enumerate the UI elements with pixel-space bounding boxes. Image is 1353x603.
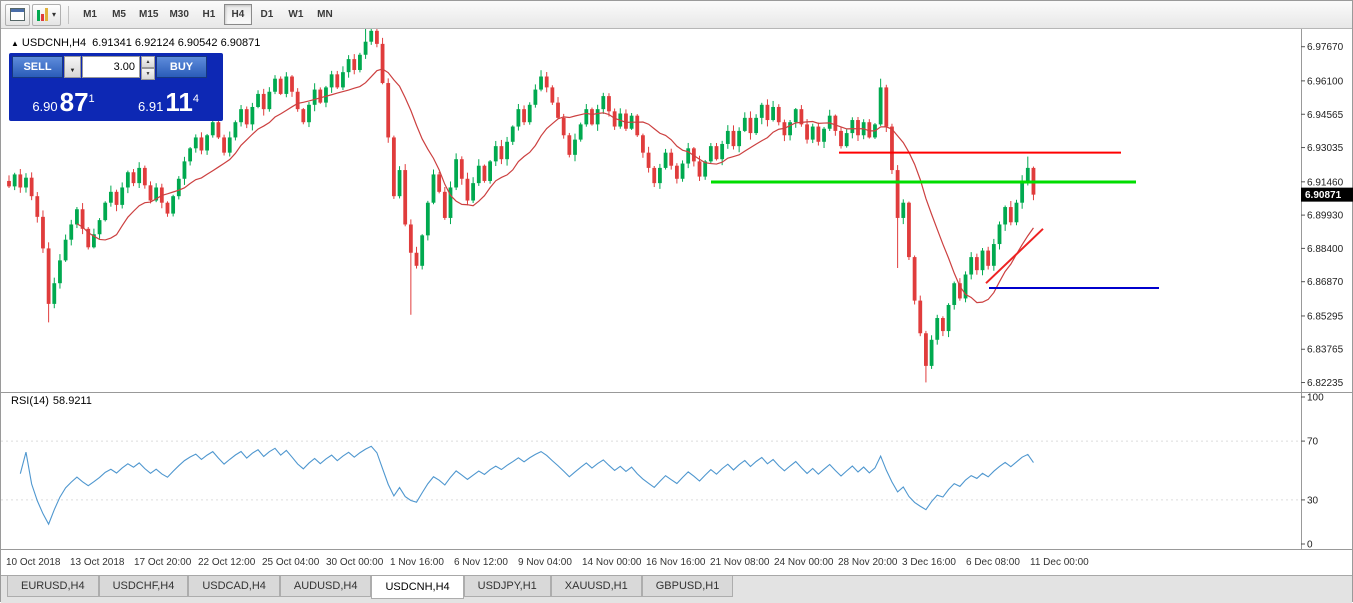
price-axis-label: 6.91460 [1307, 177, 1344, 188]
sell-price[interactable]: 6.90871 [12, 81, 115, 118]
buy-price-sup: 4 [192, 93, 199, 105]
tab-usdcad[interactable]: USDCAD,H4 [188, 576, 280, 597]
current-price-badge [1301, 187, 1353, 202]
current-price-text: 6.90871 [1305, 190, 1342, 201]
time-axis-label: 6 Nov 12:00 [454, 557, 508, 568]
chevron-down-icon: ▾ [52, 9, 57, 19]
time-axis-label: 24 Nov 00:00 [774, 557, 834, 568]
buy-price-big: 11 [165, 87, 193, 117]
price-axis-label: 6.89930 [1307, 211, 1344, 222]
time-axis-label: 1 Nov 16:00 [390, 557, 444, 568]
candles-layer [7, 29, 1036, 383]
volume-input[interactable] [82, 56, 140, 78]
trendline[interactable] [985, 228, 1044, 284]
chart-style-icon[interactable]: ▾ [32, 3, 62, 26]
stepper-down-icon[interactable]: ▼ [141, 68, 155, 80]
price-axis-label: 6.96100 [1307, 76, 1344, 87]
price-axis-label: 6.85295 [1307, 311, 1344, 322]
timeframe-d1[interactable]: D1 [253, 4, 281, 25]
chart-symbol: USDCNH,H4 [21, 37, 87, 49]
price-axis-label: 6.82235 [1307, 378, 1344, 389]
time-axis-label: 13 Oct 2018 [70, 557, 125, 568]
tab-audusd[interactable]: AUDUSD,H4 [279, 576, 372, 597]
time-axis-label: 30 Oct 00:00 [326, 557, 384, 568]
tab-usdchf[interactable]: USDCHF,H4 [98, 576, 189, 597]
time-axis-label: 21 Nov 08:00 [710, 557, 770, 568]
timeframe-m15[interactable]: M15 [134, 4, 163, 25]
tab-gbpusd[interactable]: GBPUSD,H1 [641, 576, 734, 597]
sell-price-sup: 1 [88, 93, 95, 105]
price-axis-label: 6.83765 [1307, 345, 1344, 356]
stepper-up-icon[interactable]: ▲ [141, 56, 155, 68]
rsi-line [19, 445, 1034, 526]
timeframe-h1[interactable]: H1 [195, 4, 223, 25]
tab-xauusd[interactable]: XAUUSD,H1 [550, 576, 642, 597]
price-axis-label: 6.86870 [1307, 277, 1344, 288]
tab-eurusd[interactable]: EURUSD,H4 [7, 576, 99, 597]
timeframe-m30[interactable]: M30 [164, 4, 193, 25]
chart-ohlc: 6.91341 6.92124 6.90542 6.90871 [92, 37, 261, 49]
time-axis-label: 16 Nov 16:00 [646, 557, 706, 568]
price-axis-label: 6.93035 [1307, 143, 1344, 154]
price-axis-label: 6.97670 [1307, 42, 1344, 53]
volume-dropdown-button[interactable]: ▼ [64, 56, 81, 78]
chart-tabs-bar: EURUSD,H4 USDCHF,H4 USDCAD,H4 AUDUSD,H4 USDC… [1, 575, 1352, 603]
tab-usdcnh[interactable]: USDCNH,H4 [371, 576, 464, 599]
candles-icon [37, 8, 49, 21]
one-click-trading-panel: SELL ▼ ▲ ▼ BUY 6.90871 6.91114 [9, 53, 223, 121]
chevron-down-icon: ▼ [69, 67, 76, 74]
price-axis-label: 6.88400 [1307, 244, 1344, 255]
timeframe-h4[interactable]: H4 [223, 4, 252, 25]
buy-button[interactable]: BUY [156, 56, 207, 78]
timeframe-toolbar: M1 M5 M15 M30 H1 H4 D1 W1 MN [76, 4, 339, 25]
ma-line [76, 68, 1034, 304]
timeframe-m1[interactable]: M1 [76, 4, 104, 25]
price-chart-canvas[interactable]: 6.97670 6.96100 6.94565 6.93035 6.91460 6.899… [1, 29, 1353, 575]
time-axis-label: 28 Nov 20:00 [838, 557, 898, 568]
rsi-axis-label: 70 [1307, 437, 1319, 448]
top-toolbar: ▾ M1 M5 M15 M30 H1 H4 D1 W1 MN [1, 1, 1352, 29]
collapse-trade-panel-icon[interactable]: ▲ [11, 39, 19, 48]
price-axis-label: 6.94565 [1307, 110, 1344, 121]
rsi-name: RSI(14) [11, 395, 49, 407]
time-axis-label: 9 Nov 04:00 [518, 557, 572, 568]
timeframe-m5[interactable]: M5 [105, 4, 133, 25]
tab-usdjpy[interactable]: USDJPY,H1 [463, 576, 551, 597]
time-axis-label: 6 Dec 08:00 [966, 557, 1020, 568]
time-axis-label: 14 Nov 00:00 [582, 557, 642, 568]
toolbar-separator [68, 5, 70, 24]
sell-price-small: 6.90 [32, 99, 58, 114]
rsi-axis-label: 100 [1307, 393, 1324, 404]
chart-window-icon[interactable] [5, 3, 30, 26]
time-axis-label: 10 Oct 2018 [6, 557, 61, 568]
timeframe-mn[interactable]: MN [311, 4, 339, 25]
rsi-axis-label: 30 [1307, 495, 1319, 506]
buy-price-small: 6.91 [138, 99, 164, 114]
rsi-axis-label: 0 [1307, 540, 1313, 551]
timeframe-w1[interactable]: W1 [282, 4, 310, 25]
chart-title: ▲ USDCNH,H4 6.91341 6.92124 6.90542 6.9087… [11, 37, 260, 49]
time-axis-label: 17 Oct 20:00 [134, 557, 192, 568]
time-axis-label: 3 Dec 16:00 [902, 557, 956, 568]
time-axis-label: 11 Dec 00:00 [1030, 557, 1089, 568]
buy-price[interactable]: 6.91114 [117, 81, 220, 118]
time-axis-label: 22 Oct 12:00 [198, 557, 256, 568]
rsi-value: 58.9211 [52, 395, 92, 407]
sell-price-big: 87 [59, 87, 89, 117]
sell-button[interactable]: SELL [12, 56, 63, 78]
window-icon [10, 8, 25, 21]
time-axis-label: 25 Oct 04:00 [262, 557, 320, 568]
volume-stepper[interactable]: ▲ ▼ [141, 56, 155, 80]
rsi-indicator-label: RSI(14) 58.9211 [11, 395, 96, 407]
